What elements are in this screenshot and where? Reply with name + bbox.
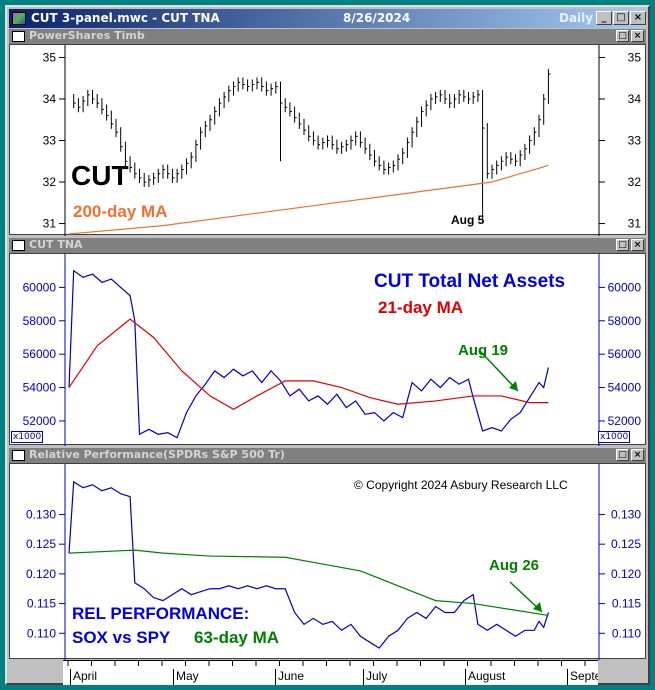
panel-title: Relative Performance(SPDRs S&P 500 Tr) — [29, 448, 285, 461]
panel-title: PowerShares Timb — [29, 29, 145, 42]
y-tick-label: 60000 — [608, 280, 642, 294]
y-tick-label: 0.110 — [27, 626, 56, 640]
close-button[interactable]: × — [630, 11, 646, 25]
y-tick-label: 34 — [628, 92, 642, 106]
month-april: April — [70, 669, 97, 685]
y-tick-label: 56000 — [23, 347, 57, 361]
x-axis: April May June July August Septe — [63, 660, 598, 685]
symbol-label: CUT — [71, 160, 129, 191]
panel-header-price[interactable]: PowerShares Timb □ × — [9, 29, 646, 44]
panel-title: CUT TNA — [29, 238, 83, 251]
y-tick-label: 31 — [628, 217, 642, 231]
panel-restore-button[interactable]: □ — [616, 239, 629, 251]
chart-window: CUT 3-panel.mwc - CUT TNA 8/26/2024 Dail… — [5, 5, 650, 685]
month-june: June — [275, 669, 304, 685]
price-panel[interactable]: 35 35 34 34 33 33 32 32 31 31 CUT 200-day MA Aug … — [9, 44, 646, 236]
chart-svg: 0.130 0.130 0.125 0.125 0.120 0.120 0.115 0.115… — [26, 464, 641, 660]
y-tick-label: 0.115 — [27, 597, 56, 611]
y-tick-label: 35 — [628, 50, 642, 64]
y-tick-label: 32 — [43, 175, 57, 189]
minimize-button[interactable]: _ — [596, 11, 612, 25]
chart-svg: 35 35 34 34 33 33 32 32 31 31 — [43, 45, 642, 236]
month-september: Septe — [567, 669, 598, 685]
panel-icon — [12, 31, 25, 42]
relperf-label: REL PERFORMANCE: — [72, 604, 250, 623]
y-tick-label: 33 — [628, 134, 642, 148]
y-tick-label: 52000 — [608, 414, 642, 428]
x-ticks — [67, 661, 586, 666]
panel-icon — [12, 240, 25, 251]
y-tick-label: 0.120 — [26, 567, 56, 581]
panel-restore-button[interactable]: □ — [616, 30, 629, 42]
arrow-head-icon — [509, 381, 518, 391]
ma63-label: 63-day MA — [194, 628, 280, 647]
tna-title-label: CUT Total Net Assets — [374, 271, 566, 292]
y-tick-label: 54000 — [608, 381, 642, 395]
y-tick-label: 0.125 — [26, 537, 56, 551]
y-tick-label: 31 — [43, 217, 57, 231]
month-august: August — [465, 669, 505, 685]
series-line-1 — [68, 318, 549, 410]
panel-close-button[interactable]: × — [631, 30, 644, 42]
ma21-label: 21-day MA — [378, 298, 464, 317]
aug5-label: Aug 5 — [451, 213, 485, 227]
arrow-head-icon — [533, 602, 542, 612]
y-tick-label: 0.115 — [612, 597, 641, 611]
y-tick-label: 35 — [43, 50, 57, 64]
y-tick-label: 52000 — [23, 414, 57, 428]
window-date: 8/26/2024 — [343, 11, 411, 25]
relperf-panel[interactable]: 0.130 0.130 0.125 0.125 0.120 0.120 0.115 0.115… — [9, 463, 646, 660]
y-tick-label: 32 — [628, 175, 642, 189]
y-tick-label: 56000 — [608, 347, 642, 361]
y-tick-label: 58000 — [608, 314, 642, 328]
series-line-1 — [68, 164, 549, 235]
maximize-button[interactable]: □ — [613, 11, 629, 25]
tna-panel[interactable]: 60000 60000 58000 58000 56000 56000 54000 54000… — [9, 253, 646, 446]
y-tick-label: 0.120 — [611, 567, 641, 581]
month-may: May — [173, 669, 199, 685]
y-tick-label: 54000 — [23, 381, 57, 395]
y-tick-label: 34 — [43, 92, 57, 106]
app-icon — [12, 12, 26, 25]
series-line-0 — [68, 480, 549, 649]
y-tick-label: 58000 — [23, 314, 57, 328]
chart-svg: 60000 60000 58000 58000 56000 56000 54000 54000… — [23, 254, 642, 446]
panel-close-button[interactable]: × — [631, 449, 644, 461]
aug19-label: Aug 19 — [458, 342, 509, 359]
panel-restore-button[interactable]: □ — [616, 449, 629, 461]
y-tick-label: 0.125 — [611, 537, 641, 551]
ma200-label: 200-day MA — [73, 202, 168, 221]
month-july: July — [363, 669, 387, 685]
y-tick-label: 0.130 — [26, 507, 56, 521]
copyright-label: © Copyright 2024 Asbury Research LLC — [354, 478, 568, 492]
y-tick-label: 33 — [43, 134, 57, 148]
panel-close-button[interactable]: × — [631, 239, 644, 251]
y-tick-label: 60000 — [23, 280, 57, 294]
y-tick-label: 0.110 — [612, 626, 641, 640]
panel-header-relperf[interactable]: Relative Performance(SPDRs S&P 500 Tr) □… — [9, 448, 646, 463]
annotation-arrow — [479, 350, 519, 392]
panel-header-tna[interactable]: CUT TNA □ × — [9, 238, 646, 253]
scale-label-right: x1000 — [598, 431, 631, 443]
series-line-1 — [68, 549, 549, 617]
window-title: CUT 3-panel.mwc - CUT TNA — [31, 11, 220, 25]
sox-vs-spy-label: SOX vs SPY — [72, 628, 171, 647]
title-bar[interactable]: CUT 3-panel.mwc - CUT TNA 8/26/2024 Dail… — [9, 9, 646, 28]
panel-icon — [12, 450, 25, 461]
y-tick-label: 0.130 — [611, 507, 641, 521]
scale-label-left: x1000 — [11, 431, 44, 443]
series-line-0 — [68, 269, 549, 439]
period-label: Daily — [559, 11, 594, 25]
aug26-label: Aug 26 — [489, 557, 540, 574]
